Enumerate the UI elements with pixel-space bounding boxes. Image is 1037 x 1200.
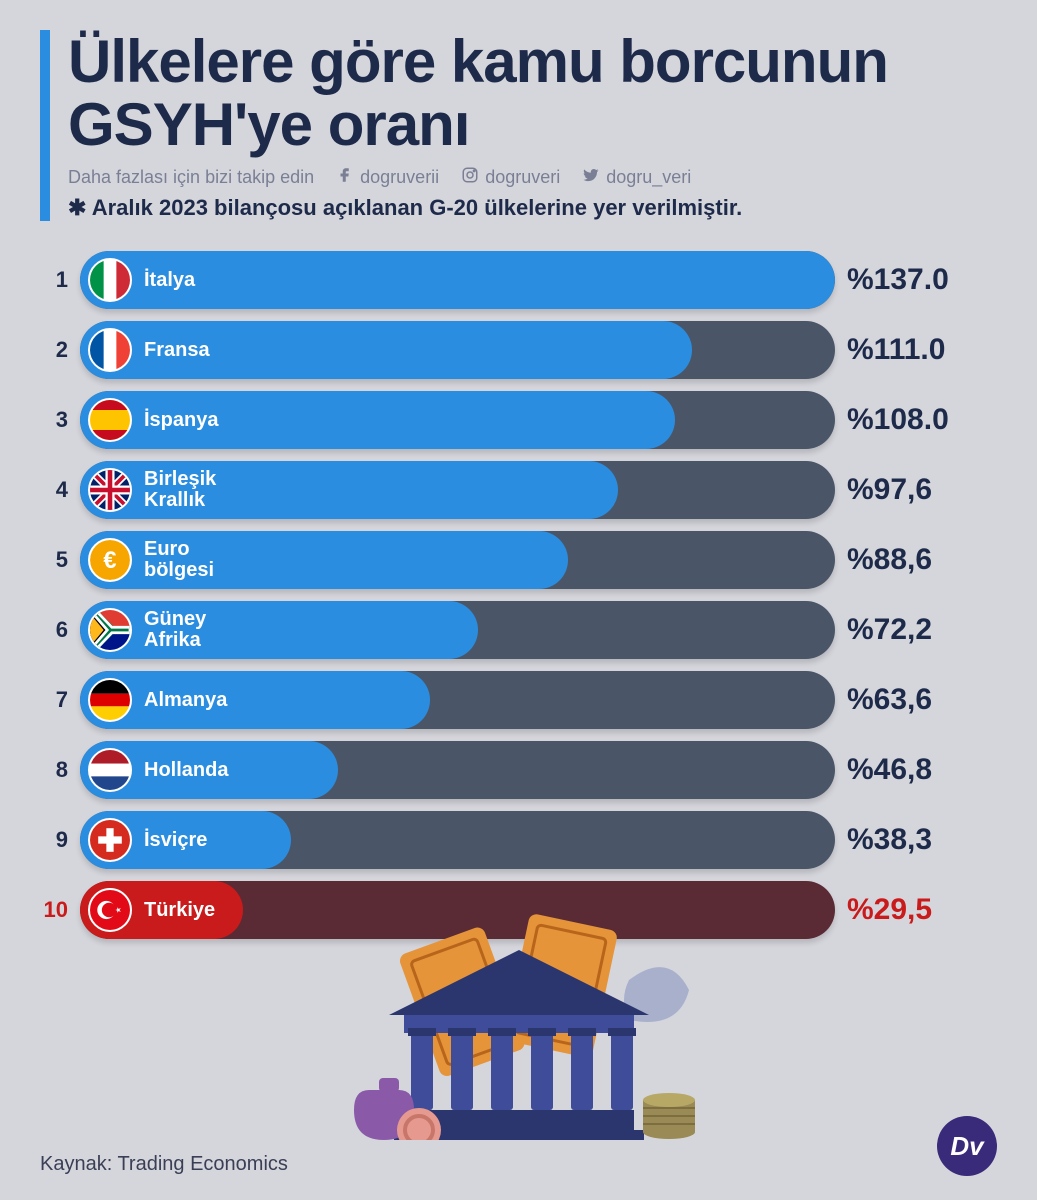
bar-track: BirleşikKrallık	[80, 461, 835, 519]
bar-content: GüneyAfrika	[88, 601, 206, 659]
bar-track: Hollanda	[80, 741, 835, 799]
chart-row: 6 GüneyAfrika %72,2	[40, 601, 997, 659]
flag-icon	[88, 888, 132, 932]
country-label: Almanya	[144, 690, 227, 711]
flag-icon: €	[88, 538, 132, 582]
bar-track: € Eurobölgesi	[80, 531, 835, 589]
bar-content: Türkiye	[88, 881, 215, 939]
value-label: %88,6	[847, 543, 997, 577]
rank-number: 9	[40, 827, 68, 853]
svg-text:€: €	[103, 548, 116, 574]
flag-icon	[88, 678, 132, 722]
chart-row: 1 İtalya %137.0	[40, 251, 997, 309]
chart-row: 4 BirleşikKrallık %97,6	[40, 461, 997, 519]
value-label: %46,8	[847, 753, 997, 787]
infographic-container: Ülkelere göre kamu borcunun GSYH'ye oran…	[0, 0, 1037, 1200]
flag-icon	[88, 328, 132, 372]
bar-content: İtalya	[88, 251, 195, 309]
bar-content: İspanya	[88, 391, 218, 449]
chart-row: 9 İsviçre %38,3	[40, 811, 997, 869]
bar-content: Hollanda	[88, 741, 228, 799]
rank-number: 6	[40, 617, 68, 643]
flag-icon	[88, 468, 132, 512]
rank-number: 4	[40, 477, 68, 503]
social-handle: dogru_veri	[582, 166, 691, 189]
facebook-icon	[336, 166, 354, 189]
chart-row: 7 Almanya %63,6	[40, 671, 997, 729]
source-label: Kaynak: Trading Economics	[40, 1153, 288, 1176]
flag-icon	[88, 818, 132, 862]
social-handle: dogruverii	[336, 166, 439, 189]
brand-logo: Dv	[937, 1116, 997, 1176]
value-label: %111.0	[847, 333, 997, 367]
bar-track: İtalya	[80, 251, 835, 309]
chart-row: 5 € Eurobölgesi %88,6	[40, 531, 997, 589]
value-label: %97,6	[847, 473, 997, 507]
bar-track: İspanya	[80, 391, 835, 449]
social-handle-text: dogruveri	[485, 167, 560, 188]
title-block: Ülkelere göre kamu borcunun GSYH'ye oran…	[40, 30, 997, 221]
flag-icon	[88, 398, 132, 442]
country-label: Eurobölgesi	[144, 539, 214, 581]
country-label: İsviçre	[144, 830, 207, 851]
country-label: Türkiye	[144, 900, 215, 921]
bar-content: BirleşikKrallık	[88, 461, 216, 519]
value-label: %137.0	[847, 263, 997, 297]
bar-track: Türkiye	[80, 881, 835, 939]
social-handle: dogruveri	[461, 166, 560, 189]
footnote: ✱ Aralık 2023 bilançosu açıklanan G-20 ü…	[68, 195, 997, 221]
chart-row: 10 Türkiye %29,5	[40, 881, 997, 939]
flag-icon	[88, 258, 132, 302]
country-label: Fransa	[144, 340, 210, 361]
chart-row: 3 İspanya %108.0	[40, 391, 997, 449]
flag-icon	[88, 608, 132, 652]
twitter-icon	[582, 166, 600, 189]
social-handle-text: dogru_veri	[606, 167, 691, 188]
chart-row: 8 Hollanda %46,8	[40, 741, 997, 799]
rank-number: 5	[40, 547, 68, 573]
value-label: %63,6	[847, 683, 997, 717]
social-handle-text: dogruverii	[360, 167, 439, 188]
rank-number: 8	[40, 757, 68, 783]
rank-number: 7	[40, 687, 68, 713]
value-label: %72,2	[847, 613, 997, 647]
brand-logo-text: Dv	[950, 1131, 983, 1162]
bar-track: GüneyAfrika	[80, 601, 835, 659]
page-title: Ülkelere göre kamu borcunun GSYH'ye oran…	[68, 30, 997, 156]
bar-content: € Eurobölgesi	[88, 531, 214, 589]
value-label: %29,5	[847, 893, 997, 927]
country-label: GüneyAfrika	[144, 609, 206, 651]
instagram-icon	[461, 166, 479, 189]
chart-row: 2 Fransa %111.0	[40, 321, 997, 379]
value-label: %108.0	[847, 403, 997, 437]
bar-content: İsviçre	[88, 811, 207, 869]
bar-track: İsviçre	[80, 811, 835, 869]
bar-content: Fransa	[88, 321, 210, 379]
debt-bar-chart: 1 İtalya %137.0 2 Fransa %111.0 3 İspany…	[40, 251, 997, 939]
country-label: BirleşikKrallık	[144, 469, 216, 511]
follow-text: Daha fazlası için bizi takip edin	[68, 167, 314, 188]
rank-number: 3	[40, 407, 68, 433]
flag-icon	[88, 748, 132, 792]
value-label: %38,3	[847, 823, 997, 857]
bar-content: Almanya	[88, 671, 227, 729]
country-label: Hollanda	[144, 760, 228, 781]
rank-number: 1	[40, 267, 68, 293]
follow-line: Daha fazlası için bizi takip edin dogruv…	[68, 166, 997, 189]
rank-number: 2	[40, 337, 68, 363]
bar-track: Fransa	[80, 321, 835, 379]
country-label: İtalya	[144, 270, 195, 291]
bar-track: Almanya	[80, 671, 835, 729]
rank-number: 10	[40, 897, 68, 923]
country-label: İspanya	[144, 410, 218, 431]
